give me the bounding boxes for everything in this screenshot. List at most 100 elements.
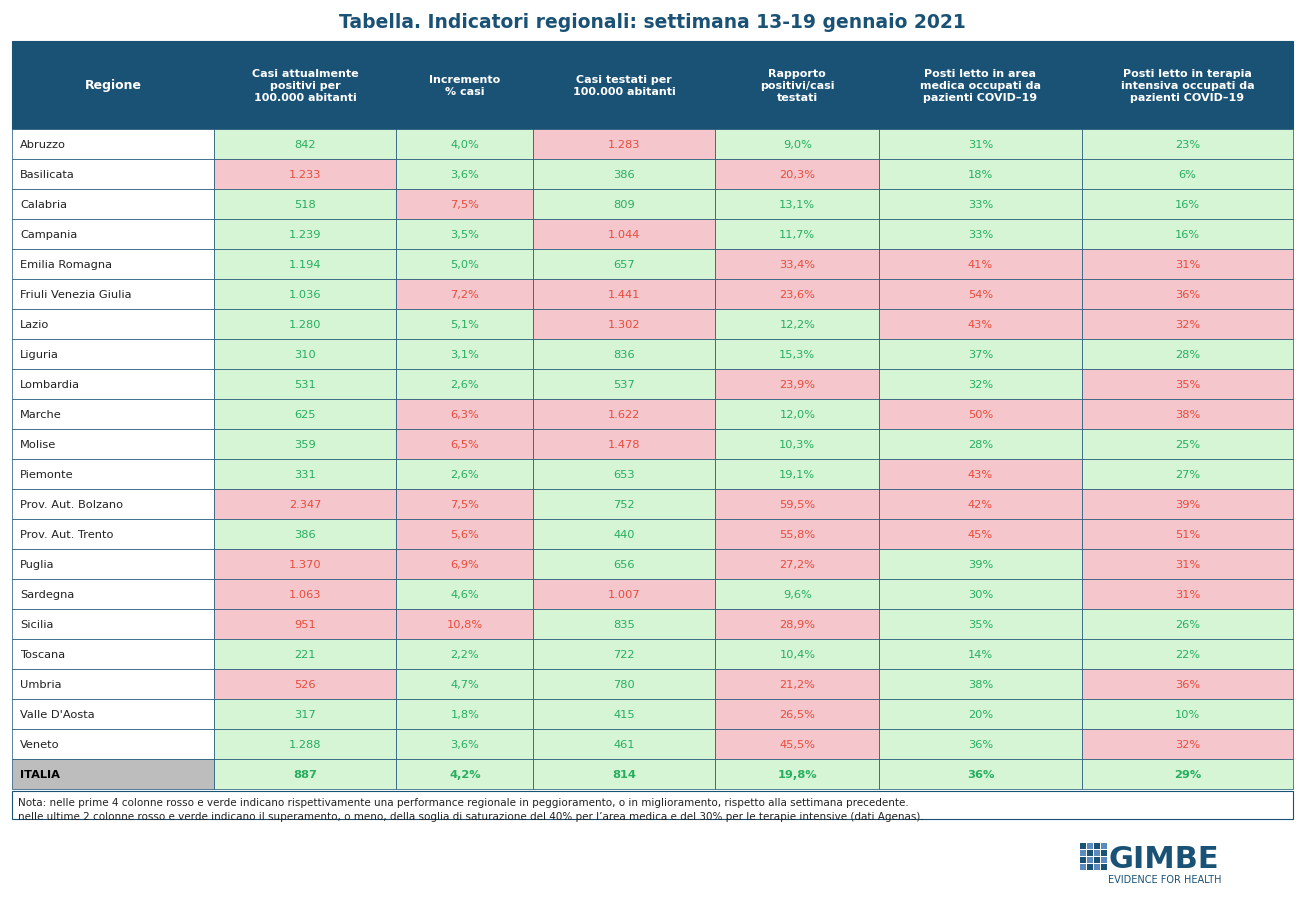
Text: Casi attualmente
positivi per
100.000 abitanti: Casi attualmente positivi per 100.000 ab…: [252, 70, 359, 102]
Bar: [397, 430, 534, 460]
Text: 37%: 37%: [968, 349, 993, 359]
Text: 221: 221: [295, 649, 316, 659]
Text: Veneto: Veneto: [20, 740, 60, 749]
Bar: [534, 190, 715, 219]
Bar: [12, 639, 214, 669]
Text: Toscana: Toscana: [20, 649, 65, 659]
Bar: [214, 460, 397, 489]
Text: 54%: 54%: [968, 290, 993, 300]
Text: 36%: 36%: [1174, 290, 1199, 300]
Bar: [534, 639, 715, 669]
Text: 1.478: 1.478: [608, 440, 641, 450]
Text: 5,1%: 5,1%: [450, 320, 479, 330]
Text: 16%: 16%: [1174, 200, 1199, 209]
Text: 1,8%: 1,8%: [450, 709, 479, 719]
Text: 10%: 10%: [1174, 709, 1199, 719]
Bar: [397, 250, 534, 280]
Bar: [397, 460, 534, 489]
Text: 20,3%: 20,3%: [779, 170, 816, 180]
Bar: [1082, 369, 1293, 399]
Text: 32%: 32%: [968, 379, 993, 389]
Text: 1.239: 1.239: [290, 229, 321, 239]
Bar: [214, 219, 397, 250]
Bar: [1082, 160, 1293, 190]
Text: Sardegna: Sardegna: [20, 590, 74, 600]
Text: 4,6%: 4,6%: [450, 590, 479, 600]
Bar: [12, 310, 214, 340]
Bar: [715, 160, 880, 190]
Text: 331: 331: [295, 470, 316, 479]
Bar: [880, 669, 1082, 699]
Bar: [534, 669, 715, 699]
Bar: [880, 699, 1082, 730]
Text: 27,2%: 27,2%: [779, 559, 816, 570]
Bar: [1082, 699, 1293, 730]
Bar: [12, 669, 214, 699]
Text: 2,2%: 2,2%: [450, 649, 479, 659]
Text: 45,5%: 45,5%: [779, 740, 816, 749]
Bar: [1082, 430, 1293, 460]
Text: Incremento
% casi: Incremento % casi: [429, 75, 500, 97]
Bar: [1082, 340, 1293, 369]
Bar: [880, 42, 1082, 130]
Bar: [397, 42, 534, 130]
Bar: [1082, 489, 1293, 519]
Text: 23%: 23%: [1174, 140, 1199, 150]
Bar: [12, 219, 214, 250]
Text: Friuli Venezia Giulia: Friuli Venezia Giulia: [20, 290, 132, 300]
Bar: [534, 759, 715, 789]
Text: 39%: 39%: [968, 559, 993, 570]
Bar: [880, 340, 1082, 369]
Bar: [880, 369, 1082, 399]
Text: 14%: 14%: [968, 649, 993, 659]
Bar: [397, 759, 534, 789]
Text: 657: 657: [613, 260, 636, 270]
Bar: [214, 580, 397, 610]
Text: 359: 359: [295, 440, 316, 450]
Bar: [534, 399, 715, 430]
Bar: [12, 699, 214, 730]
Bar: [12, 519, 214, 549]
Bar: [397, 610, 534, 639]
Text: 1.622: 1.622: [608, 410, 641, 420]
Text: 36%: 36%: [967, 769, 994, 779]
Bar: [1101, 857, 1107, 863]
Bar: [880, 190, 1082, 219]
Text: 809: 809: [613, 200, 636, 209]
Text: 12,0%: 12,0%: [779, 410, 816, 420]
Text: 50%: 50%: [968, 410, 993, 420]
Bar: [1082, 130, 1293, 160]
Text: Piemonte: Piemonte: [20, 470, 73, 479]
Bar: [534, 130, 715, 160]
Text: 461: 461: [613, 740, 636, 749]
Text: 31%: 31%: [1174, 559, 1199, 570]
Text: GIMBE: GIMBE: [1108, 844, 1219, 873]
Bar: [1087, 864, 1094, 870]
Bar: [1082, 190, 1293, 219]
Bar: [1082, 759, 1293, 789]
Bar: [715, 610, 880, 639]
Text: Prov. Aut. Bolzano: Prov. Aut. Bolzano: [20, 499, 123, 509]
Text: 6%: 6%: [1178, 170, 1197, 180]
Bar: [1081, 843, 1086, 849]
Bar: [397, 399, 534, 430]
Bar: [1101, 850, 1107, 856]
Bar: [534, 310, 715, 340]
Bar: [1082, 250, 1293, 280]
Bar: [12, 340, 214, 369]
Bar: [1081, 857, 1086, 863]
Text: 21,2%: 21,2%: [779, 679, 816, 689]
Text: 1.194: 1.194: [290, 260, 321, 270]
Bar: [880, 549, 1082, 580]
Bar: [534, 219, 715, 250]
Text: 42%: 42%: [968, 499, 993, 509]
Text: 13,1%: 13,1%: [779, 200, 816, 209]
Bar: [12, 130, 214, 160]
Bar: [214, 130, 397, 160]
Bar: [1082, 610, 1293, 639]
Text: 4,7%: 4,7%: [450, 679, 479, 689]
Text: Calabria: Calabria: [20, 200, 67, 209]
Bar: [1082, 460, 1293, 489]
Bar: [12, 42, 214, 130]
Text: 386: 386: [295, 529, 316, 539]
